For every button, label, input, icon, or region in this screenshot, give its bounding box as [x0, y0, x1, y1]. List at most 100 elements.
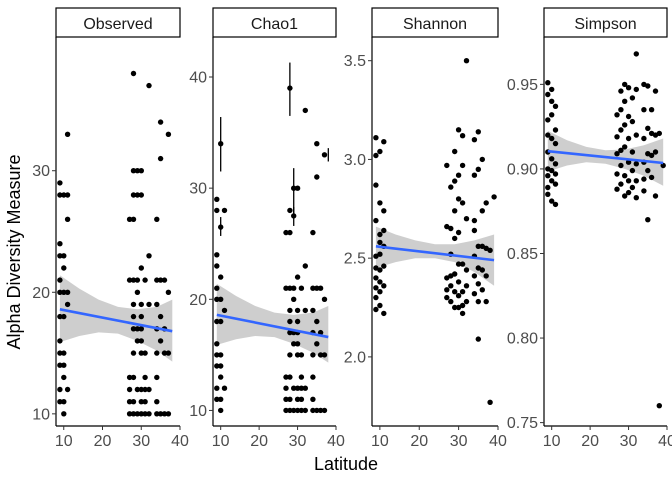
point-simpson-46 [625, 189, 632, 196]
point-shannon-28 [444, 275, 450, 281]
x-tick-label-shannon: 30 [450, 433, 468, 450]
point-simpson-28 [614, 186, 620, 192]
point-shannon-45 [455, 172, 462, 178]
point-shannon-70 [471, 291, 478, 297]
point-shannon-76 [475, 298, 481, 305]
point-observed-69 [142, 399, 148, 405]
x-tick-label-observed: 30 [132, 433, 150, 450]
x-tick-label-observed: 40 [171, 433, 189, 450]
point-simpson-10 [549, 98, 555, 105]
point-observed-64 [138, 411, 144, 417]
point-simpson-69 [648, 107, 655, 113]
point-observed-71 [146, 82, 152, 89]
point-simpson-49 [629, 149, 636, 155]
point-observed-77 [154, 277, 160, 283]
point-observed-33 [126, 411, 133, 417]
point-simpson-63 [641, 188, 647, 194]
point-observed-63 [138, 399, 144, 405]
point-shannon-35 [448, 283, 454, 289]
point-observed-65 [142, 277, 148, 283]
panel-simpson: Simpson 0.75 0.80 0.85 0.90 0.95 10 20 30 40 [507, 7, 672, 450]
point-observed-25 [64, 289, 71, 295]
point-shannon-17 [377, 289, 383, 295]
point-chao1-60 [298, 285, 305, 291]
point-shannon-73 [475, 243, 481, 249]
point-observed-81 [154, 374, 160, 381]
point-chao1-31 [287, 85, 293, 91]
point-observed-54 [138, 168, 144, 174]
point-simpson-42 [625, 113, 632, 120]
point-chao1-86 [317, 329, 324, 336]
point-chao1-75 [310, 352, 316, 358]
point-shannon-46 [455, 196, 462, 202]
point-simpson-26 [614, 151, 620, 157]
confidence-band-observed [59, 275, 173, 362]
point-simpson-75 [652, 149, 659, 155]
point-chao1-84 [314, 407, 320, 414]
point-observed-86 [157, 277, 164, 283]
point-observed-42 [130, 350, 137, 356]
point-observed-36 [130, 192, 137, 198]
point-shannon-50 [455, 293, 462, 299]
point-simpson-13 [549, 156, 555, 162]
point-shannon-87 [487, 247, 493, 253]
point-shannon-29 [444, 287, 450, 293]
point-shannon-54 [459, 200, 466, 206]
point-chao1-13 [218, 224, 224, 230]
point-shannon-7 [373, 285, 379, 291]
point-observed-66 [142, 350, 148, 356]
point-chao1-30 [283, 407, 289, 414]
point-shannon-53 [459, 162, 466, 169]
point-chao1-88 [317, 407, 324, 414]
point-observed-4 [57, 277, 63, 283]
point-chao1-67 [302, 263, 308, 269]
point-chao1-47 [291, 341, 297, 347]
point-chao1-68 [302, 307, 308, 314]
point-shannon-18 [377, 302, 383, 309]
point-chao1-40 [287, 396, 293, 402]
point-chao1-49 [291, 407, 297, 414]
point-chao1-52 [294, 307, 301, 314]
point-chao1-42 [291, 185, 297, 191]
point-observed-30 [126, 374, 133, 381]
point-observed-39 [130, 301, 137, 308]
point-shannon-21 [381, 227, 387, 234]
point-shannon-48 [455, 261, 462, 267]
point-shannon-16 [377, 279, 383, 285]
point-chao1-38 [287, 352, 293, 358]
point-observed-3 [57, 253, 63, 259]
point-shannon-23 [381, 263, 387, 269]
point-observed-1 [57, 192, 63, 198]
point-chao1-10 [214, 385, 220, 391]
point-simpson-51 [629, 184, 636, 191]
point-simpson-41 [625, 85, 632, 91]
fit-line-shannon [375, 245, 495, 262]
y-tick-label-observed: 10 [32, 406, 50, 423]
point-simpson-37 [622, 122, 628, 128]
confidence-band-shannon [375, 226, 495, 286]
point-simpson-20 [552, 161, 559, 167]
point-simpson-7 [545, 184, 551, 191]
point-observed-21 [61, 411, 67, 417]
point-observed-68 [142, 386, 148, 393]
point-simpson-14 [549, 167, 555, 174]
point-observed-93 [161, 411, 168, 417]
point-simpson-32 [618, 147, 624, 153]
point-chao1-57 [294, 385, 301, 391]
point-simpson-78 [656, 403, 662, 409]
point-shannon-41 [452, 271, 458, 277]
point-simpson-50 [629, 167, 636, 174]
point-shannon-12 [377, 231, 383, 238]
point-chao1-20 [218, 396, 224, 402]
point-observed-45 [130, 411, 137, 417]
point-shannon-72 [475, 166, 481, 172]
point-chao1-21 [218, 407, 224, 414]
point-observed-70 [142, 411, 148, 417]
point-simpson-1 [545, 91, 551, 98]
x-tick-label-chao1: 40 [327, 433, 345, 450]
point-chao1-90 [321, 296, 328, 302]
x-tick-label-shannon: 20 [410, 433, 428, 450]
y-tick-label-chao1: 30 [189, 181, 207, 198]
y-tick-label-observed: 30 [32, 163, 50, 180]
point-shannon-27 [444, 223, 450, 230]
